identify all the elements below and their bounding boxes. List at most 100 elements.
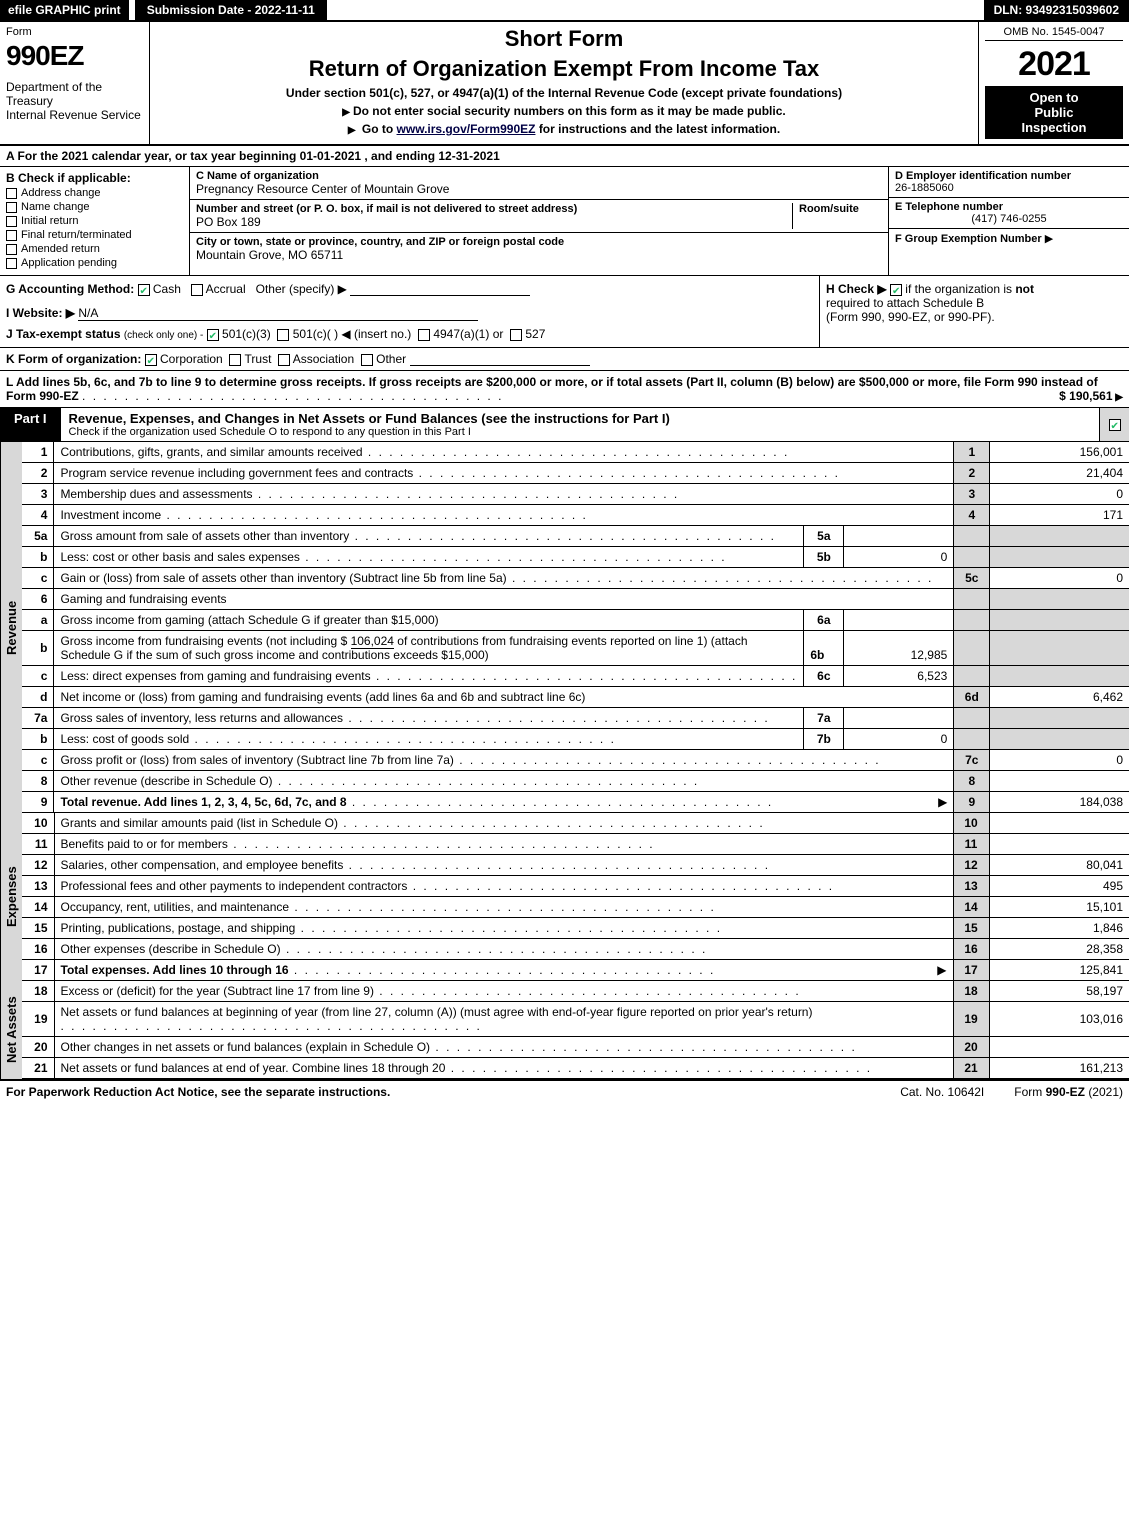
chk-other[interactable] — [361, 354, 373, 366]
i-website-val: N/A — [78, 306, 478, 321]
dotted-leader — [82, 389, 503, 403]
line-num: a — [22, 610, 54, 631]
j-opt4: 527 — [525, 327, 545, 341]
netassets-section: Net Assets 18Excess or (deficit) for the… — [0, 981, 1129, 1079]
chk-4947[interactable] — [418, 329, 430, 341]
bullet-goto: Go to www.irs.gov/Form990EZ for instruct… — [160, 122, 968, 136]
line-box: 13 — [953, 876, 989, 897]
sub-val — [843, 610, 953, 630]
sub-val: 12,985 — [843, 631, 953, 665]
line-box: 4 — [954, 505, 990, 526]
g-other-input[interactable] — [350, 282, 530, 296]
checkbox-icon[interactable] — [6, 216, 17, 227]
line-box: 1 — [954, 442, 990, 463]
part-1-check[interactable] — [1099, 408, 1129, 441]
chk-initial-return[interactable]: Initial return — [6, 215, 183, 227]
chk-label: Application pending — [21, 257, 117, 269]
topbar: efile GRAPHIC print Submission Date - 20… — [0, 0, 1129, 22]
arrow-icon — [348, 122, 359, 136]
chk-schedule-b[interactable] — [890, 284, 902, 296]
sub-val: 0 — [843, 729, 953, 749]
chk-cash[interactable] — [138, 284, 150, 296]
line-num: b — [22, 547, 54, 568]
part-1-title: Revenue, Expenses, and Changes in Net As… — [61, 408, 1099, 441]
efile-print-label[interactable]: efile GRAPHIC print — [0, 0, 129, 20]
c-name-val: Pregnancy Resource Center of Mountain Gr… — [196, 182, 882, 196]
line-num: 5a — [22, 526, 54, 547]
line-desc: Total expenses. Add lines 10 through 16▶ — [54, 960, 953, 981]
chk-address-change[interactable]: Address change — [6, 187, 183, 199]
irs-link[interactable]: www.irs.gov/Form990EZ — [397, 122, 536, 136]
line-desc: Gross income from fundraising events (no… — [54, 631, 954, 666]
line-val: 103,016 — [989, 1002, 1129, 1037]
line-box: 7c — [954, 750, 990, 771]
row-l: L Add lines 5b, 6c, and 7b to line 9 to … — [0, 371, 1129, 408]
f-arrow-icon: ▶ — [1045, 233, 1053, 245]
chk-501c3[interactable] — [207, 329, 219, 341]
topbar-spacer — [327, 0, 984, 20]
line-desc: Total revenue. Add lines 1, 2, 3, 4, 5c,… — [54, 792, 954, 813]
open-line-1: Open to — [989, 90, 1119, 105]
table-row: 19Net assets or fund balances at beginni… — [22, 1002, 1129, 1037]
chk-application-pending[interactable]: Application pending — [6, 257, 183, 269]
netassets-side-label: Net Assets — [0, 981, 22, 1079]
footer-right-post: (2021) — [1088, 1085, 1123, 1099]
line-val: 1,846 — [989, 918, 1129, 939]
sub-box: 7b — [803, 729, 843, 749]
line-num: 3 — [22, 484, 54, 505]
k-opt1: Corporation — [160, 352, 223, 366]
line-desc: Gaming and fundraising events — [54, 589, 954, 610]
checkbox-icon[interactable] — [6, 244, 17, 255]
chk-final-return[interactable]: Final return/terminated — [6, 229, 183, 241]
line-desc: Gross sales of inventory, less returns a… — [54, 708, 954, 729]
line-num: 20 — [22, 1037, 54, 1058]
footer-right: Form 990-EZ (2021) — [1014, 1085, 1123, 1099]
sub-val — [843, 708, 953, 728]
k-other-input[interactable] — [410, 352, 590, 366]
line-box: 16 — [953, 939, 989, 960]
checkbox-icon[interactable] — [6, 202, 17, 213]
line-desc: Net assets or fund balances at beginning… — [54, 1002, 953, 1037]
shaded-cell — [954, 666, 990, 687]
line-box: 12 — [953, 855, 989, 876]
c-address: Number and street (or P. O. box, if mail… — [190, 200, 888, 233]
table-row: 5aGross amount from sale of assets other… — [22, 526, 1129, 547]
h-label: H Check ▶ — [826, 282, 887, 296]
part-1-subtitle: Check if the organization used Schedule … — [69, 426, 1091, 438]
chk-name-change[interactable]: Name change — [6, 201, 183, 213]
line-box: 17 — [953, 960, 989, 981]
shaded-cell — [954, 547, 990, 568]
line-num: 7a — [22, 708, 54, 729]
chk-accrual[interactable] — [191, 284, 203, 296]
line-val — [989, 834, 1129, 855]
line-box: 21 — [953, 1058, 989, 1079]
chk-assoc[interactable] — [278, 354, 290, 366]
line-box: 20 — [953, 1037, 989, 1058]
g-other: Other (specify) ▶ — [256, 282, 347, 296]
checkbox-icon[interactable] — [1109, 419, 1121, 431]
revenue-section: Revenue 1Contributions, gifts, grants, a… — [0, 442, 1129, 813]
chk-501c[interactable] — [277, 329, 289, 341]
footer-cat-no: Cat. No. 10642I — [900, 1085, 984, 1099]
g-accounting: G Accounting Method: Cash Accrual Other … — [0, 276, 819, 347]
line-val: 0 — [990, 484, 1129, 505]
line-desc: Occupancy, rent, utilities, and maintena… — [54, 897, 953, 918]
shaded-cell — [954, 631, 990, 666]
omb-number: OMB No. 1545-0047 — [985, 26, 1123, 41]
shaded-cell — [990, 589, 1129, 610]
chk-corp[interactable] — [145, 354, 157, 366]
table-row: 14Occupancy, rent, utilities, and mainte… — [22, 897, 1129, 918]
checkbox-icon[interactable] — [6, 230, 17, 241]
fundraising-amt: 106,024 — [351, 634, 394, 649]
line-num: 12 — [22, 855, 54, 876]
bullet-no-ssn: Do not enter social security numbers on … — [160, 104, 968, 118]
chk-amended-return[interactable]: Amended return — [6, 243, 183, 255]
table-row: bLess: cost of goods sold7b0 — [22, 729, 1129, 750]
c-city-val: Mountain Grove, MO 65711 — [196, 248, 882, 262]
line-box: 11 — [953, 834, 989, 855]
checkbox-icon[interactable] — [6, 258, 17, 269]
checkbox-icon[interactable] — [6, 188, 17, 199]
chk-527[interactable] — [510, 329, 522, 341]
k-opt3: Association — [293, 352, 354, 366]
chk-trust[interactable] — [229, 354, 241, 366]
